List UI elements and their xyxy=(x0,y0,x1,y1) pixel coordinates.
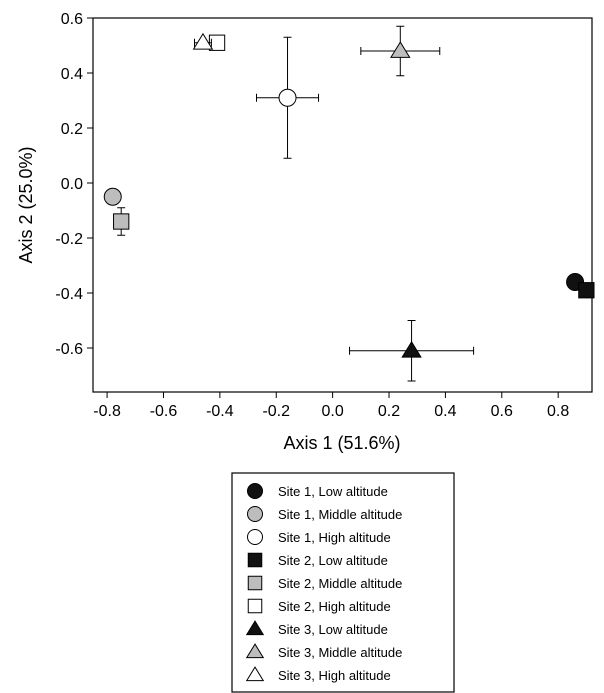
x-tick-label: 0.6 xyxy=(491,403,513,420)
legend-circle-marker xyxy=(247,529,263,545)
x-tick-label: 0.4 xyxy=(434,403,456,420)
point-site-1-high-altitude xyxy=(256,36,320,159)
point-site-1-middle-altitude xyxy=(103,187,122,206)
y-tick-label: -0.4 xyxy=(55,286,83,303)
x-tick-label: 0.2 xyxy=(378,403,400,420)
legend-box xyxy=(231,472,455,693)
point-site-3-high-altitude xyxy=(192,32,214,50)
square-marker xyxy=(113,213,130,230)
y-tick-label: -0.2 xyxy=(55,231,83,248)
point-site-2-middle-altitude xyxy=(113,207,130,236)
data-points xyxy=(103,25,595,382)
plot-area-frame xyxy=(92,17,593,393)
legend-label: Site 2, Middle altitude xyxy=(278,576,402,591)
circle-marker xyxy=(278,88,297,107)
x-tick-label: 0.8 xyxy=(547,403,569,420)
point-site-3-middle-altitude xyxy=(360,25,441,77)
x-axis-title: Axis 1 (51.6%) xyxy=(283,433,400,453)
legend-label: Site 1, Middle altitude xyxy=(278,507,402,522)
x-tick-label: -0.2 xyxy=(262,403,290,420)
legend-item-site-2-high-altitude: Site 2, High altitude xyxy=(247,598,391,614)
point-site-3-low-altitude xyxy=(349,320,475,382)
y-tick-label: 0.2 xyxy=(61,121,83,138)
legend-item-site-1-middle-altitude: Site 1, Middle altitude xyxy=(247,506,402,522)
legend-item-site-3-low-altitude: Site 3, Low altitude xyxy=(245,620,388,637)
legend-triangle-marker xyxy=(245,666,265,682)
square-marker xyxy=(578,282,595,299)
legend-square-marker xyxy=(247,552,263,568)
legend-circle-marker xyxy=(247,506,263,522)
triangle-marker xyxy=(390,41,411,58)
x-tick-label: -0.4 xyxy=(206,403,234,420)
legend-item-site-2-low-altitude: Site 2, Low altitude xyxy=(247,552,388,568)
legend-label: Site 1, Low altitude xyxy=(278,484,388,499)
y-tick-label: -0.6 xyxy=(55,341,83,358)
legend-item-site-3-middle-altitude: Site 3, Middle altitude xyxy=(245,643,402,660)
legend-square-marker xyxy=(247,598,263,614)
legend-item-site-2-middle-altitude: Site 2, Middle altitude xyxy=(247,575,402,591)
triangle-marker xyxy=(192,32,214,50)
legend-item-site-1-high-altitude: Site 1, High altitude xyxy=(247,529,391,545)
y-tick-label: 0.4 xyxy=(61,66,83,83)
y-tick-label: 0.6 xyxy=(61,11,83,28)
y-tick-label: 0.0 xyxy=(61,176,83,193)
legend-label: Site 2, Low altitude xyxy=(278,553,388,568)
legend-label: Site 1, High altitude xyxy=(278,530,391,545)
x-tick-label: -0.6 xyxy=(150,403,178,420)
legend-label: Site 2, High altitude xyxy=(278,599,391,614)
legend-triangle-marker xyxy=(245,620,265,636)
legend-item-site-3-high-altitude: Site 3, High altitude xyxy=(245,666,391,683)
y-axis-title: Axis 2 (25.0%) xyxy=(16,146,36,263)
circle-marker xyxy=(103,187,122,206)
legend: Site 1, Low altitude Site 1, Middle altit… xyxy=(245,483,402,683)
triangle-marker xyxy=(401,340,422,358)
legend-label: Site 3, High altitude xyxy=(278,668,391,683)
x-tick-label: 0.0 xyxy=(322,403,344,420)
legend-item-site-1-low-altitude: Site 1, Low altitude xyxy=(247,483,388,499)
legend-circle-marker xyxy=(247,483,263,499)
legend-square-marker xyxy=(247,575,263,591)
tick-group: -0.8 -0.6 -0.4 -0.2 0.0 0.2 0.4 0.6 0.8 -0.6 -0.4 -… xyxy=(55,11,569,420)
point-site-2-high-altitude xyxy=(208,34,226,51)
legend-label: Site 3, Low altitude xyxy=(278,622,388,637)
point-site-2-low-altitude xyxy=(578,282,595,299)
x-tick-label: -0.8 xyxy=(93,403,121,420)
legend-triangle-marker xyxy=(245,643,265,659)
legend-label: Site 3, Middle altitude xyxy=(278,645,402,660)
